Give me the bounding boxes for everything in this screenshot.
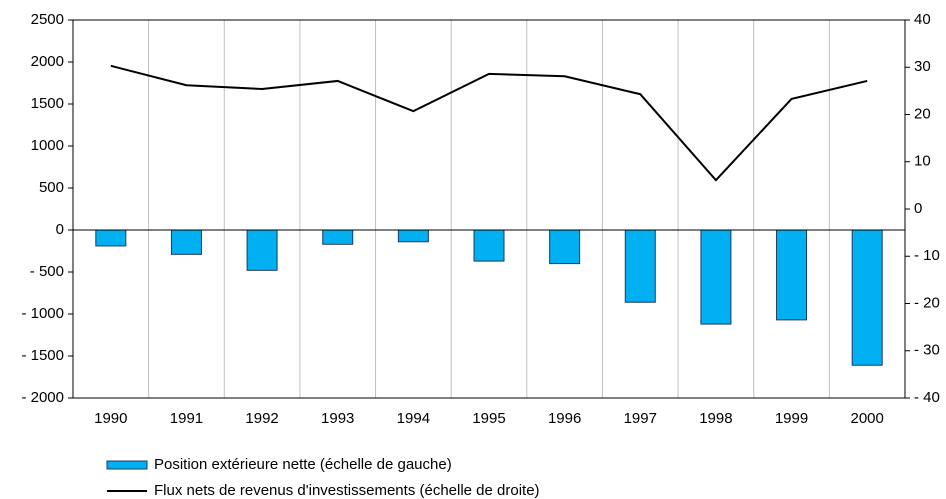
x-tick-label: 1992 xyxy=(245,410,278,427)
bar xyxy=(397,229,429,243)
x-tick-label: 1990 xyxy=(94,410,127,427)
y-tick-label: 1000 xyxy=(31,137,64,154)
y-tick-label: 1500 xyxy=(31,95,64,112)
line xyxy=(110,64,868,182)
y2-tick-label: 40 xyxy=(914,11,931,28)
y2-tick-label: 0 xyxy=(914,200,922,217)
x-tick-label: 1996 xyxy=(548,410,581,427)
y2-tick-label: - 30 xyxy=(914,342,940,359)
y2-tick-label: 10 xyxy=(914,153,931,170)
x-tick-label: 1995 xyxy=(472,410,505,427)
y2-tick-label: 20 xyxy=(914,105,931,122)
y-tick-label: 500 xyxy=(39,179,64,196)
x-tick-label: 1999 xyxy=(775,410,808,427)
y-tick-label: - 1000 xyxy=(21,305,64,322)
y2-tick-label: - 20 xyxy=(914,294,940,311)
x-tick-label: 1997 xyxy=(624,410,657,427)
x-tick-label: 1991 xyxy=(170,410,203,427)
legend-label: Flux nets de revenus d'investissements (… xyxy=(154,482,540,499)
bar xyxy=(549,229,581,265)
x-tick-label: 1993 xyxy=(321,410,354,427)
y2-tick-label: 30 xyxy=(914,58,931,75)
x-tick-label: 1994 xyxy=(397,410,430,427)
x-tick-label: 1998 xyxy=(699,410,732,427)
x-tick-label: 2000 xyxy=(850,410,883,427)
plot-frame xyxy=(72,19,906,399)
y-tick-label: - 500 xyxy=(30,263,64,280)
bar xyxy=(473,229,505,262)
y-tick-label: - 2000 xyxy=(21,389,64,406)
bar xyxy=(322,229,354,245)
bar xyxy=(170,229,202,255)
bar xyxy=(624,229,656,303)
y-tick-label: 0 xyxy=(56,221,64,238)
bar xyxy=(95,229,127,247)
y2-tick-label: - 10 xyxy=(914,247,940,264)
legend-label: Position extérieure nette (échelle de ga… xyxy=(154,456,452,473)
y-tick-label: - 1500 xyxy=(21,347,64,364)
legend-swatch xyxy=(106,460,148,470)
y-tick-label: 2500 xyxy=(31,11,64,28)
y-tick-label: 2000 xyxy=(31,53,64,70)
y2-tick-label: - 40 xyxy=(914,389,940,406)
bar xyxy=(246,229,278,271)
bar xyxy=(700,229,732,325)
bar xyxy=(851,229,883,366)
bar xyxy=(776,229,808,321)
